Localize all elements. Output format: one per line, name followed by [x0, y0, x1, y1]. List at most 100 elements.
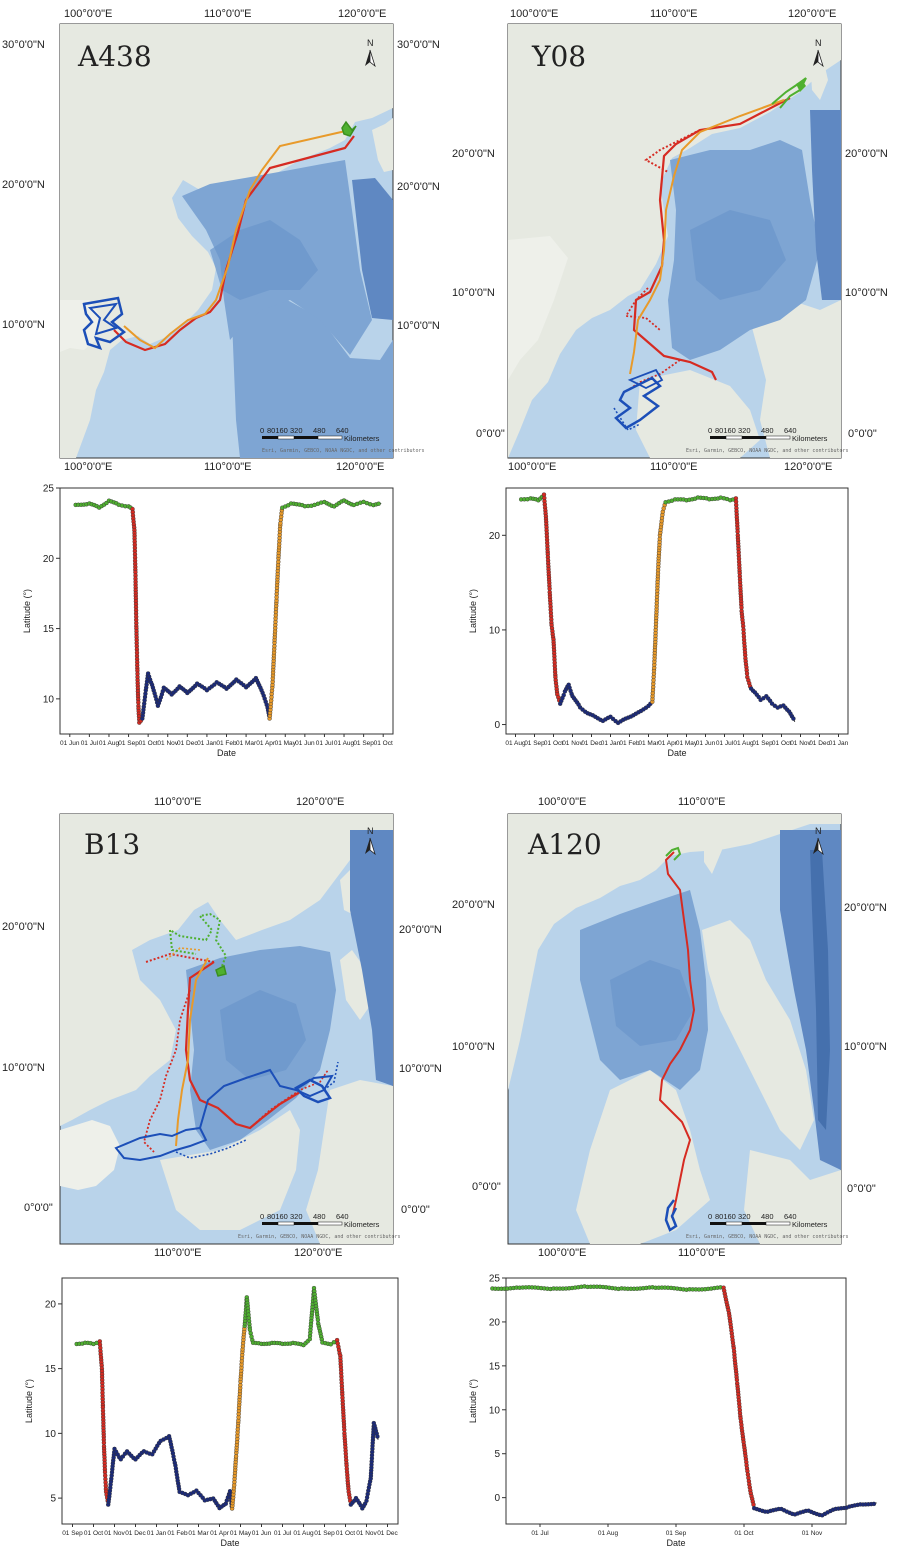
chart-panel-a438: 10 15 20 25 01 Jun 01 Jul 01 Aug 01 Sep 01 Oct 01…: [0, 478, 450, 768]
scale-num: 480: [313, 1212, 326, 1221]
x-tick-label: 01 Sep: [524, 740, 545, 747]
x-tick-label: 01 Apr: [256, 740, 276, 747]
lon-label: 110°0'0"E: [204, 8, 252, 20]
plot-frame: [59, 487, 394, 735]
scale-num: 320: [290, 426, 303, 435]
x-tick-label: 01 Jan: [829, 740, 849, 747]
lon-label: 110°0'0"E: [154, 796, 202, 808]
x-tick-label: 01 Oct: [734, 1530, 753, 1537]
data-point: [233, 1454, 239, 1459]
scale-num: 80160: [267, 426, 288, 435]
data-point: [376, 501, 381, 506]
x-tick-label: 01 Sep: [314, 1530, 335, 1537]
lon-label: 120°0'0"E: [784, 461, 832, 470]
x-tick-label: 01 Nov: [562, 740, 583, 747]
lon-label: 110°0'0"E: [650, 8, 698, 20]
lon-label: 120°0'0"E: [294, 1247, 342, 1259]
phase-green: [242, 1285, 337, 1348]
y-tick-label: 15: [43, 624, 55, 635]
x-tick-label: 01 Sep: [666, 1530, 687, 1537]
lat-label: 20°0'0"N: [397, 181, 440, 193]
lat-label: 0°0'0": [401, 1204, 430, 1216]
y-tick-label: 20: [43, 554, 55, 565]
x-tick-label: 01 Jun: [696, 740, 716, 747]
lat-label: 0°0'0": [472, 1181, 501, 1193]
north-letter: N: [815, 826, 822, 836]
attribution: Esri, Garmin, GEBCO, NOAA NGDC, and othe…: [238, 1234, 401, 1240]
x-tick-label: 01 Sep: [353, 740, 374, 747]
data-point: [375, 1434, 380, 1439]
x-tick-label: 01 Nov: [802, 1530, 823, 1537]
lat-label: 0°0'0": [848, 428, 877, 440]
scale-num: 640: [784, 1212, 797, 1221]
y-tick-label: 25: [43, 484, 55, 495]
data-point: [751, 1502, 756, 1507]
x-tick-label: 01 Mar: [638, 740, 659, 747]
scale-bar: 0 80160 320 480 640 Kilometers: [708, 1212, 828, 1229]
scale-unit: Kilometers: [344, 434, 380, 443]
x-tick-label: 01 May: [275, 740, 297, 747]
data-point: [276, 559, 281, 565]
north-arrow: N: [813, 826, 824, 856]
scale-num: 80160: [715, 426, 736, 435]
scale-bar: 0 80160 320 480 640 Kilometers: [708, 426, 828, 443]
map-panel-b13: B13 N 0 80160 320 480 640 Kilometers Esr…: [0, 790, 450, 1260]
y-tick-label: 10: [45, 1429, 57, 1440]
x-tick-label: 01 Oct: [336, 1530, 355, 1537]
x-axis-label: Date: [666, 1538, 685, 1548]
lon-label: 110°0'0"E: [154, 1247, 202, 1259]
x-axis-label: Date: [217, 748, 236, 758]
lon-label: 110°0'0"E: [650, 461, 698, 470]
track-a438: [82, 120, 357, 352]
scale-num: 480: [761, 1212, 774, 1221]
phase-red: [97, 1339, 110, 1504]
attribution: Esri, Garmin, GEBCO, NOAA NGDC, and othe…: [686, 1234, 849, 1240]
phase-green: [280, 498, 381, 510]
x-tick-label: 01 Feb: [216, 740, 237, 747]
lon-label: 110°0'0"E: [678, 796, 726, 808]
y-tick-label: 20: [489, 531, 501, 542]
scale-num: 480: [313, 426, 326, 435]
x-tick-label: 01 May: [230, 1530, 252, 1537]
north-arrow: N: [813, 38, 824, 68]
scale-num: 480: [761, 426, 774, 435]
x-tick-label: 01 Nov: [356, 1530, 377, 1537]
phase-orange: [267, 508, 285, 721]
x-tick-label: 01 Jan: [601, 740, 621, 747]
deep-sea: [182, 160, 393, 355]
chart-panel-y08: 0 10 20 01 Aug 01 Sep 01 Oct 01 Nov 01 Dec 01 Ja…: [450, 478, 901, 768]
deep-sea: [668, 110, 841, 360]
north-letter: N: [367, 38, 374, 48]
y-tick-label: 10: [43, 694, 55, 705]
lon-label: 120°0'0"E: [338, 8, 386, 20]
data-point: [871, 1501, 877, 1507]
phase-navy: [140, 671, 272, 721]
phase-red: [130, 506, 144, 725]
lon-label: 100°0'0"E: [508, 461, 556, 470]
x-tick-label: 01 Apr: [210, 1530, 230, 1537]
map-y08: Y08 N 0 80160 320 480 640 Kilometers Esr…: [452, 8, 888, 473]
data-point: [342, 1427, 347, 1433]
x-tick-label: 01 Aug: [99, 740, 120, 747]
lat-label: 30°0'0"N: [397, 39, 440, 51]
map-label: A120: [527, 828, 602, 861]
scale-num: 320: [738, 1212, 751, 1221]
lon-label: 100°0'0"E: [64, 8, 112, 20]
scale-num: 320: [738, 426, 751, 435]
y-tick-label: 25: [489, 1274, 501, 1285]
graticule-labels: 110°0'0"E 120°0'0"E 110°0'0"E 120°0'0"E …: [2, 796, 442, 1259]
lon-label: 100°0'0"E: [64, 461, 112, 470]
land: [60, 814, 393, 1244]
phase-red: [721, 1285, 756, 1507]
x-tick-label: 01 Aug: [293, 1530, 314, 1537]
x-tick-label: 01 Jul: [81, 740, 99, 747]
lat-label: 10°0'0"N: [2, 319, 45, 331]
data-point: [315, 1317, 321, 1323]
data-point: [741, 623, 746, 629]
lat-label: 10°0'0"N: [844, 1041, 887, 1053]
y-tick-label: 0: [494, 720, 500, 731]
phase-navy: [105, 1433, 234, 1511]
